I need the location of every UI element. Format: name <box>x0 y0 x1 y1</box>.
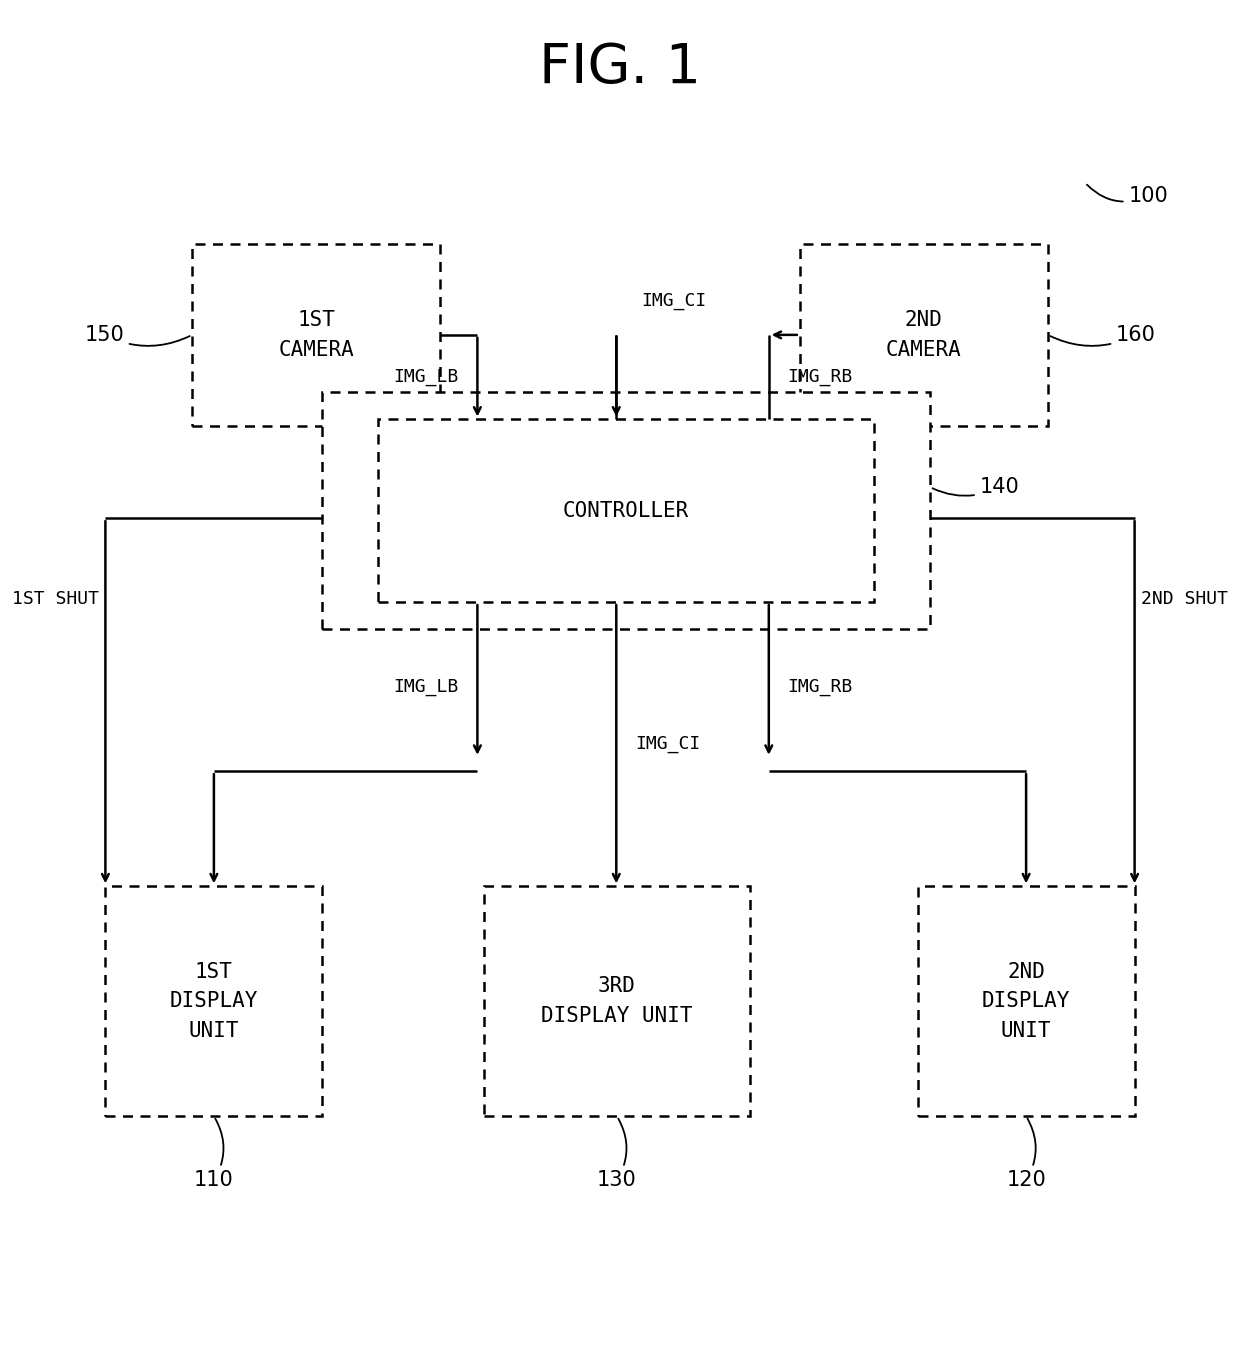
Text: 1ST SHUT: 1ST SHUT <box>12 590 99 609</box>
Text: 3RD
DISPLAY UNIT: 3RD DISPLAY UNIT <box>541 977 693 1026</box>
Bar <box>800 244 1048 426</box>
Text: 100: 100 <box>1087 184 1168 206</box>
Text: 2ND
DISPLAY
UNIT: 2ND DISPLAY UNIT <box>982 962 1070 1040</box>
Text: 120: 120 <box>1006 1119 1047 1191</box>
Text: IMG_LB: IMG_LB <box>393 678 459 695</box>
Text: 140: 140 <box>932 478 1019 497</box>
Bar <box>192 244 440 426</box>
Text: 130: 130 <box>596 1119 637 1191</box>
Bar <box>484 886 750 1116</box>
Text: 150: 150 <box>84 325 190 346</box>
Text: CONTROLLER: CONTROLLER <box>563 501 689 521</box>
Text: 1ST
DISPLAY
UNIT: 1ST DISPLAY UNIT <box>170 962 258 1040</box>
Bar <box>322 392 930 629</box>
Bar <box>378 419 874 602</box>
Text: FIG. 1: FIG. 1 <box>539 41 701 95</box>
Text: IMG_LB: IMG_LB <box>393 368 459 386</box>
Text: 110: 110 <box>193 1119 234 1191</box>
Bar <box>105 886 322 1116</box>
Text: IMG_CI: IMG_CI <box>635 735 701 754</box>
Text: 160: 160 <box>1050 325 1156 346</box>
Text: 2ND
CAMERA: 2ND CAMERA <box>885 310 962 360</box>
Text: IMG_CI: IMG_CI <box>641 292 707 310</box>
Text: IMG_RB: IMG_RB <box>787 678 853 695</box>
Text: 1ST
CAMERA: 1ST CAMERA <box>278 310 355 360</box>
Text: IMG_RB: IMG_RB <box>787 368 853 386</box>
Text: 2ND SHUT: 2ND SHUT <box>1141 590 1228 609</box>
Bar <box>918 886 1135 1116</box>
